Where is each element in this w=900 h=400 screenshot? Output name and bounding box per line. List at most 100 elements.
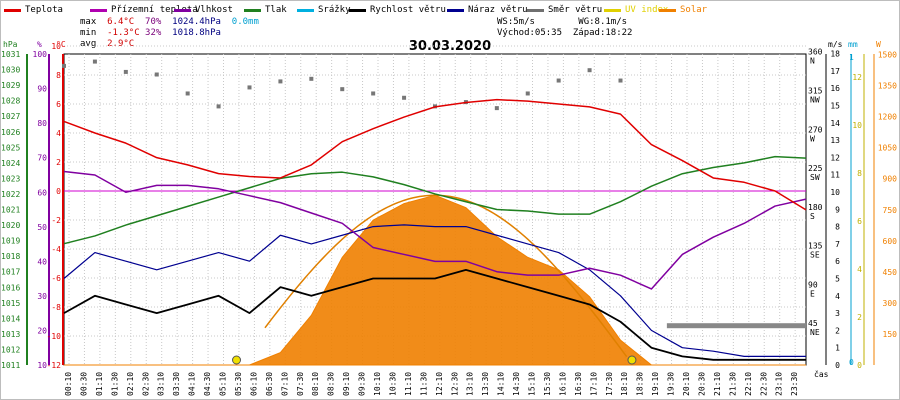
ms-tick-label: 13 (830, 136, 840, 145)
ms-tick-label: 4 (835, 292, 840, 301)
w-tick-label: 1350 (878, 82, 897, 91)
time-tick-label: 22:30 (759, 372, 768, 396)
pct-tick-label: 100 (33, 50, 48, 59)
time-tick-label: 19:30 (667, 372, 676, 396)
ms-tick-label: 5 (835, 275, 840, 284)
dir-tick-value: 225 (808, 164, 823, 173)
ms-tick-label: 14 (830, 119, 840, 128)
stats-min-temp: -1.3°C (107, 28, 140, 38)
dir-tick-value: 270 (808, 125, 823, 134)
series-wind-dir-point (185, 91, 190, 96)
time-tick-label: 06:30 (265, 372, 274, 396)
wind-dir-band (666, 323, 806, 329)
time-tick-label: 03:30 (172, 372, 181, 396)
uv-tick-label: 4 (857, 265, 862, 274)
hpa-tick-label: 1014 (1, 314, 20, 323)
dir-tick-value: 90 (808, 280, 818, 289)
time-tick-label: 21:30 (728, 372, 737, 396)
c-unit-label: °C (56, 40, 66, 49)
series-wind-dir-point (556, 78, 561, 83)
wind-speed: WS:5m/s (497, 17, 535, 27)
series-wind-dir-point (62, 63, 66, 68)
legend-label-temp: Teplota (25, 5, 63, 15)
time-tick-label: 01:30 (110, 372, 119, 396)
c-tick-label: 4 (56, 129, 61, 138)
stats-max-rain: 0.0mm (231, 17, 259, 27)
dir-tick-name: E (810, 289, 815, 298)
pct-tick-label: 10 (37, 361, 47, 370)
series-wind-dir-point (494, 106, 499, 111)
ms-tick-label: 11 (830, 171, 840, 180)
legend-label-dew: Přízemní teplota (111, 5, 198, 15)
pct-tick-label: 60 (37, 188, 47, 197)
dir-tick-name: S (810, 212, 815, 221)
time-tick-label: 08:10 (311, 372, 320, 396)
wind-info: WS:5m/s WG:8.1m/s Východ:05:35 Západ:18:… (497, 17, 632, 39)
stats-max-temp: 6.4°C (107, 17, 135, 27)
time-tick-label: 12:10 (435, 372, 444, 396)
ms-tick-label: 3 (835, 309, 840, 318)
stats-min-rh: 32% (145, 28, 162, 38)
chart-date-title: 30.03.2020 (408, 39, 492, 54)
hpa-tick-label: 1015 (1, 299, 20, 308)
legend-swatch-solar (659, 9, 676, 12)
pct-tick-label: 80 (37, 119, 47, 128)
pct-tick-label: 20 (37, 326, 47, 335)
hpa-tick-label: 1011 (1, 361, 20, 370)
hpa-tick-label: 1024 (1, 159, 20, 168)
series-wind-dir-point (154, 72, 159, 77)
hpa-tick-label: 1023 (1, 174, 20, 183)
series-temp-line (63, 98, 807, 211)
time-tick-label: 23:10 (775, 372, 784, 396)
ms-tick-label: 10 (830, 188, 840, 197)
stats-max-label: max (80, 17, 97, 27)
time-tick-label: 00:30 (79, 372, 88, 396)
time-tick-label: 08:30 (327, 372, 336, 396)
series-wind-dir-point (587, 68, 592, 73)
ms-tick-label: 6 (835, 257, 840, 266)
hpa-tick-label: 1029 (1, 81, 20, 90)
ms-unit-label: m/s (828, 40, 843, 49)
hpa-tick-label: 1021 (1, 206, 20, 215)
time-tick-label: 05:10 (219, 372, 228, 396)
dir-tick-name: NW (810, 95, 820, 104)
c-tick-label: -8 (51, 303, 61, 312)
time-tick-label: 18:10 (620, 372, 629, 396)
c-tick-label: -6 (51, 274, 61, 283)
wind-gust: WG:8.1m/s (578, 17, 628, 27)
series-wind-dir-point (402, 95, 407, 100)
sunset: Západ:18:22 (572, 28, 633, 38)
series-wind-dir-point (618, 78, 623, 83)
legend-label-wspd: Rychlost větru (370, 5, 446, 15)
dir-tick-name: SE (810, 251, 820, 260)
stats-max-press: 1024.4hPa (172, 17, 221, 27)
hpa-tick-label: 1012 (1, 345, 20, 354)
stats-panel: max 6.4°C 70% 1024.4hPa 0.0mm min -1.3°C… (80, 17, 259, 50)
time-tick-label: 06:10 (249, 372, 258, 396)
w-tick-label: 150 (883, 330, 898, 339)
time-tick-label: 05:30 (234, 372, 243, 396)
mm-tick-label: 0 (849, 358, 854, 367)
legend-swatch-rh (174, 9, 191, 12)
hpa-tick-label: 1026 (1, 128, 20, 137)
legend-swatch-press (244, 9, 261, 12)
w-unit-label: W (876, 40, 881, 49)
time-tick-label: 21:10 (713, 372, 722, 396)
stats-min-row: min -1.3°C 32% 1018.8hPa (80, 28, 259, 39)
c-tick-label: -4 (51, 245, 61, 254)
series-wind-dir-point (309, 76, 314, 81)
hpa-tick-label: 1020 (1, 221, 20, 230)
stats-avg-row: avg 2.9°C (80, 39, 259, 50)
ms-tick-label: 2 (835, 326, 840, 335)
time-tick-label: 22:10 (744, 372, 753, 396)
series-solar-area (64, 194, 806, 366)
uv-tick-label: 0 (857, 361, 862, 370)
time-tick-label: 04:10 (188, 372, 197, 396)
time-tick-label: 10:30 (388, 372, 397, 396)
time-tick-label: 19:10 (651, 372, 660, 396)
stats-max-rh: 70% (145, 17, 162, 27)
time-tick-label: 15:10 (528, 372, 537, 396)
c-tick-label: 0 (56, 187, 61, 196)
legend-swatch-temp (4, 9, 21, 12)
